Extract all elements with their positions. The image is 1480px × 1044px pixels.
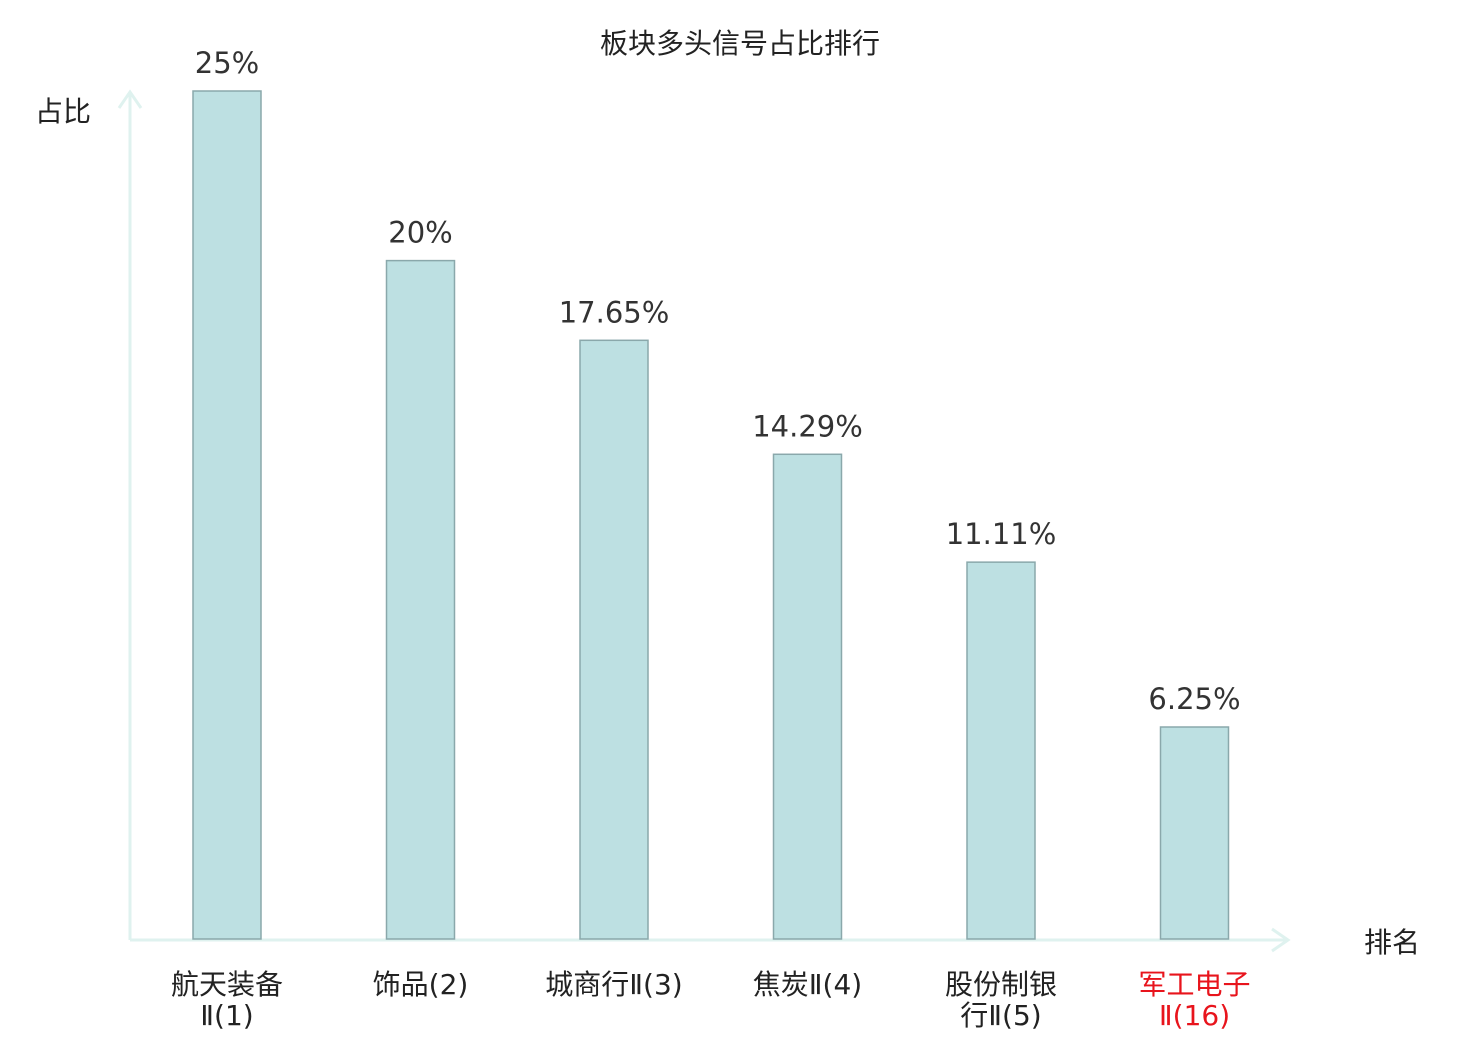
category-labels-group: 航天装备 Ⅱ(1)饰品(2) 城商行Ⅱ(3) 焦炭Ⅱ(4) 股份制银行Ⅱ(5)军工电子 Ⅱ… bbox=[171, 968, 1251, 1032]
x-axis-label: 排名 bbox=[1364, 926, 1420, 959]
category-label-highlighted: 军工电子 Ⅱ(16) bbox=[1138, 968, 1250, 1032]
category-label: 航天装备 Ⅱ(1) bbox=[171, 968, 283, 1032]
category-label-line: 饰品(2) bbox=[373, 968, 469, 1001]
category-label-line: Ⅱ(16) bbox=[1159, 999, 1230, 1032]
bar bbox=[385, 259, 456, 940]
bar bbox=[192, 90, 262, 940]
value-labels-group: 25% 20% 17.65% 14.29% 11.11% 6.25% bbox=[195, 46, 1241, 716]
bar bbox=[966, 561, 1036, 940]
bar-value-label: 20% bbox=[388, 216, 452, 250]
bar-value-label: 17.65% bbox=[559, 295, 670, 329]
category-label-line: 军工电子 bbox=[1138, 968, 1250, 1001]
y-axis-arrow bbox=[117, 89, 143, 109]
bar-value-label: 11.11% bbox=[946, 517, 1057, 551]
category-label-line: 焦炭Ⅱ(4) bbox=[753, 968, 862, 1001]
x-axis-arrow bbox=[1271, 927, 1291, 953]
bar-value-label: 6.25% bbox=[1148, 682, 1240, 716]
category-label: 股份制银行Ⅱ(5) bbox=[945, 968, 1057, 1032]
category-label-line: Ⅱ(1) bbox=[200, 999, 253, 1032]
bars-group bbox=[192, 90, 1230, 940]
y-axis-label: 占比 bbox=[35, 95, 91, 128]
bar bbox=[772, 453, 843, 940]
category-label: 焦炭Ⅱ(4) bbox=[753, 968, 862, 1001]
bar-value-label: 25% bbox=[195, 46, 259, 80]
category-label-line: 行Ⅱ(5) bbox=[960, 999, 1041, 1032]
axes bbox=[117, 89, 1291, 953]
bar bbox=[1159, 726, 1230, 940]
category-label: 饰品(2) bbox=[373, 968, 469, 1001]
bar-value-label: 14.29% bbox=[752, 409, 863, 443]
chart-title: 板块多头信号占比排行 bbox=[600, 27, 880, 60]
category-label-line: 城商行Ⅱ(3) bbox=[545, 968, 682, 1001]
category-label: 城商行Ⅱ(3) bbox=[545, 968, 682, 1001]
bar bbox=[579, 339, 649, 940]
category-label-line: 航天装备 bbox=[171, 968, 283, 1001]
category-label-line: 股份制银 bbox=[945, 968, 1057, 1001]
